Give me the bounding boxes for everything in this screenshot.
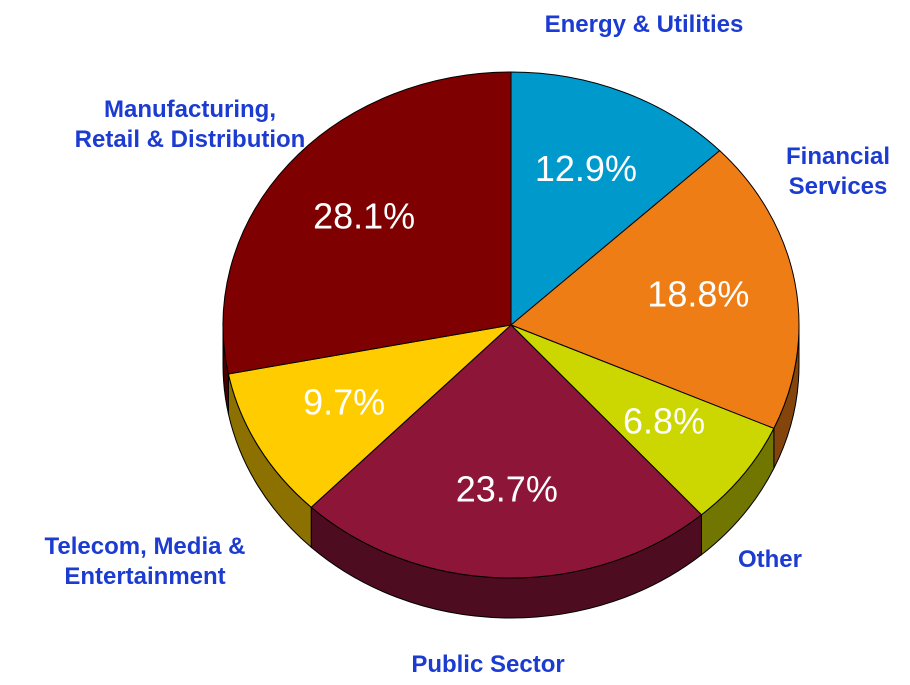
category-label: Manufacturing, Retail & Distribution (74, 96, 306, 153)
category-label: Other (737, 546, 802, 573)
category-label: Public Sector (411, 651, 565, 678)
value-label: 23.7% (456, 468, 558, 509)
slice (510, 149, 800, 430)
slice (222, 71, 512, 375)
slice (510, 71, 721, 327)
category-label: Telecom, Media & Entertainment (44, 533, 246, 590)
category-label: Energy & Utilities (544, 11, 744, 38)
value-label: 28.1% (313, 195, 415, 236)
slice (510, 324, 775, 516)
category-label: Financial Services (785, 143, 891, 200)
value-label: 6.8% (623, 401, 705, 442)
value-label: 12.9% (535, 148, 637, 189)
value-label: 9.7% (303, 381, 385, 422)
slice (227, 324, 513, 508)
slice (310, 324, 703, 579)
value-label: 18.8% (647, 273, 749, 314)
